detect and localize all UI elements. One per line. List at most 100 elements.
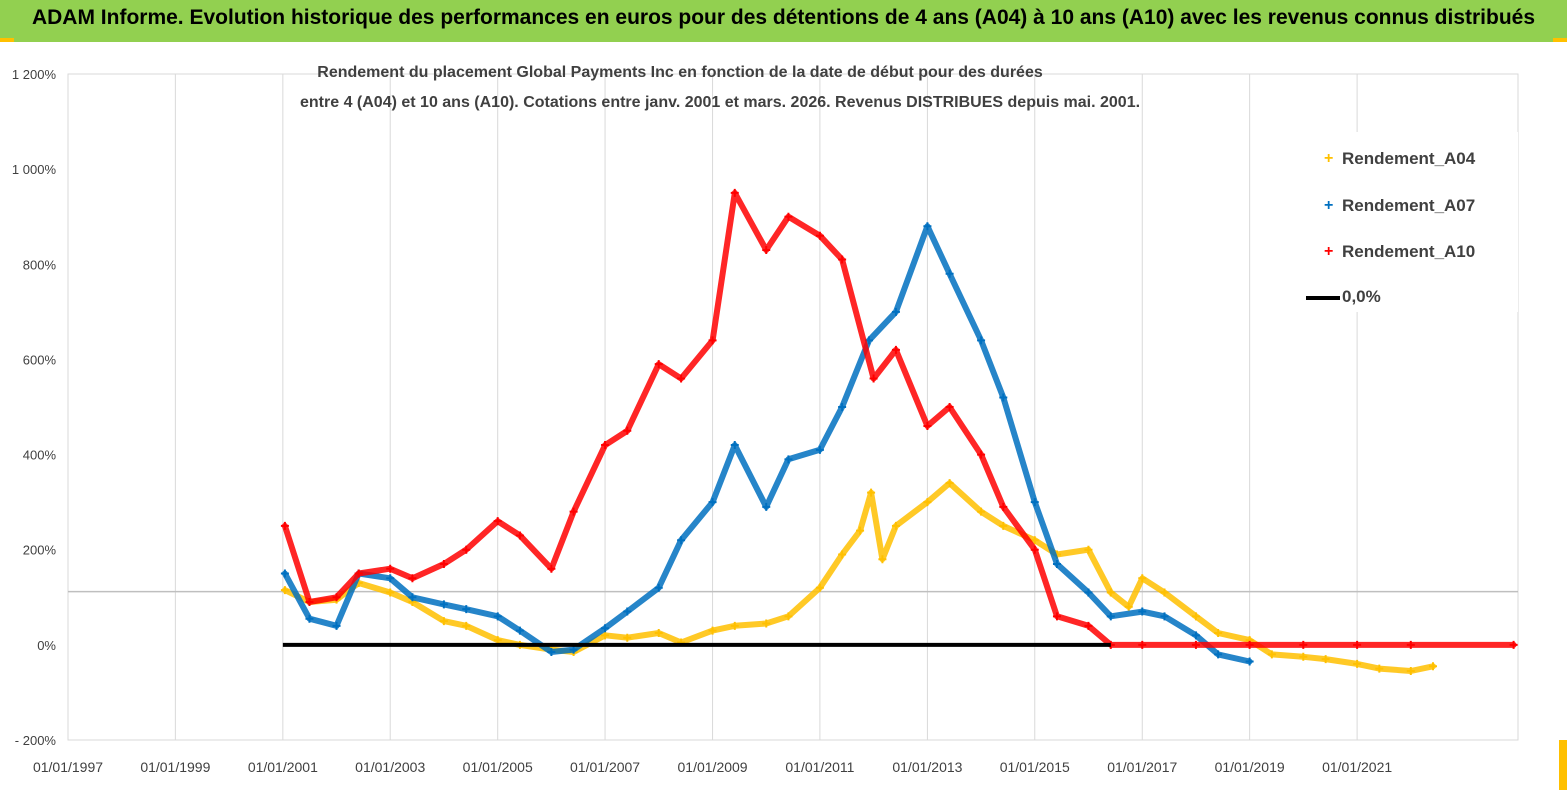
y-tick-label: 1 200%	[12, 67, 57, 82]
data-point-rendement_a07	[515, 626, 524, 635]
legend-label-a07: Rendement_A07	[1342, 196, 1476, 215]
y-tick-label: 400%	[23, 448, 57, 463]
data-point-rendement_a04	[654, 628, 663, 637]
corner-accent-left	[0, 38, 14, 42]
data-point-rendement_a04	[838, 550, 847, 559]
data-point-rendement_a10	[305, 598, 314, 607]
data-point-rendement_a04	[1106, 588, 1115, 597]
data-point-rendement_a10	[280, 521, 289, 530]
data-point-rendement_a04	[999, 521, 1008, 530]
data-point-rendement_a07	[305, 614, 314, 623]
data-point-rendement_a04	[856, 526, 865, 535]
data-point-rendement_a04	[977, 507, 986, 516]
y-tick-label: - 200%	[15, 733, 57, 748]
data-point-rendement_a10	[1138, 640, 1147, 649]
data-point-rendement_a07	[762, 502, 771, 511]
data-point-rendement_a07	[891, 307, 900, 316]
data-point-rendement_a04	[1267, 650, 1276, 659]
data-point-rendement_a10	[462, 545, 471, 554]
data-point-rendement_a10	[515, 531, 524, 540]
legend-line-zero	[1306, 296, 1340, 300]
data-point-rendement_a04	[1321, 655, 1330, 664]
data-point-rendement_a10	[923, 422, 932, 431]
x-tick-label: 01/01/2019	[1215, 759, 1285, 775]
data-point-rendement_a10	[677, 374, 686, 383]
data-point-rendement_a04	[708, 626, 717, 635]
data-point-rendement_a10	[1084, 621, 1093, 630]
data-point-rendement_a04	[1160, 588, 1169, 597]
data-point-rendement_a04	[623, 633, 632, 642]
data-point-rendement_a07	[332, 621, 341, 630]
data-point-rendement_a07	[1191, 631, 1200, 640]
data-point-rendement_a10	[547, 564, 556, 573]
data-point-rendement_a04	[1375, 664, 1384, 673]
data-point-rendement_a04	[878, 555, 887, 564]
data-point-rendement_a10	[654, 360, 663, 369]
y-tick-label: 800%	[23, 257, 57, 272]
data-point-rendement_a07	[1030, 498, 1039, 507]
x-tick-label: 01/01/2011	[785, 759, 854, 775]
data-point-rendement_a07	[677, 536, 686, 545]
data-point-rendement_a10	[891, 345, 900, 354]
y-tick-label: 1 000%	[12, 162, 57, 177]
data-point-rendement_a04	[280, 586, 289, 595]
data-point-rendement_a07	[708, 498, 717, 507]
data-point-rendement_a07	[730, 441, 739, 450]
data-point-rendement_a04	[493, 636, 502, 645]
x-tick-label: 01/01/2007	[570, 759, 640, 775]
data-point-rendement_a04	[1299, 652, 1308, 661]
x-tick-label: 01/01/2017	[1107, 759, 1177, 775]
data-point-rendement_a07	[1052, 559, 1061, 568]
data-point-rendement_a07	[784, 455, 793, 464]
legend-marker-a07: +	[1324, 197, 1334, 214]
data-point-rendement_a07	[1106, 612, 1115, 621]
data-point-rendement_a07	[408, 593, 417, 602]
data-point-rendement_a10	[1406, 640, 1415, 649]
data-point-rendement_a07	[838, 403, 847, 411]
data-point-rendement_a07	[493, 612, 502, 621]
data-point-rendement_a10	[1191, 640, 1200, 649]
data-point-rendement_a10	[784, 212, 793, 221]
legend-label-zero: 0,0%	[1342, 287, 1381, 306]
data-point-rendement_a04	[1191, 612, 1200, 621]
data-point-rendement_a04	[601, 631, 610, 640]
x-tick-label: 01/01/2015	[1000, 759, 1070, 775]
data-point-rendement_a07	[1084, 588, 1093, 597]
data-point-rendement_a04	[891, 521, 900, 530]
data-point-rendement_a04	[1030, 536, 1039, 545]
corner-accent-bottom	[1559, 740, 1567, 790]
data-point-rendement_a10	[869, 374, 878, 383]
data-point-rendement_a10	[569, 507, 578, 516]
data-point-rendement_a04	[945, 479, 954, 488]
data-point-rendement_a04	[730, 621, 739, 630]
data-point-rendement_a10	[1030, 545, 1039, 554]
data-point-rendement_a04	[1406, 667, 1415, 676]
data-point-rendement_a04	[1429, 662, 1437, 671]
data-point-rendement_a04	[1084, 545, 1093, 554]
data-point-rendement_a07	[1160, 612, 1169, 621]
data-point-rendement_a10	[601, 441, 610, 450]
data-point-rendement_a07	[945, 269, 954, 278]
x-tick-label: 01/01/2021	[1322, 759, 1392, 775]
data-point-rendement_a07	[280, 569, 289, 578]
data-point-rendement_a10	[1052, 612, 1061, 621]
data-point-rendement_a07	[1214, 650, 1223, 659]
legend-label-a04: Rendement_A04	[1342, 149, 1476, 168]
data-point-rendement_a10	[730, 188, 739, 197]
data-point-rendement_a07	[623, 607, 632, 616]
data-point-rendement_a04	[867, 488, 876, 497]
data-point-rendement_a07	[569, 645, 578, 654]
data-point-rendement_a10	[1353, 640, 1362, 649]
y-tick-label: 0%	[37, 638, 56, 653]
data-point-rendement_a10	[354, 569, 363, 578]
data-point-rendement_a07	[1245, 657, 1254, 666]
data-point-rendement_a04	[386, 588, 395, 597]
data-point-rendement_a10	[386, 564, 395, 573]
data-point-rendement_a04	[815, 583, 824, 592]
data-point-rendement_a10	[623, 426, 632, 435]
data-point-rendement_a07	[601, 624, 610, 633]
data-point-rendement_a07	[654, 583, 663, 592]
data-point-rendement_a10	[945, 403, 954, 411]
corner-accent-right	[1553, 38, 1567, 42]
